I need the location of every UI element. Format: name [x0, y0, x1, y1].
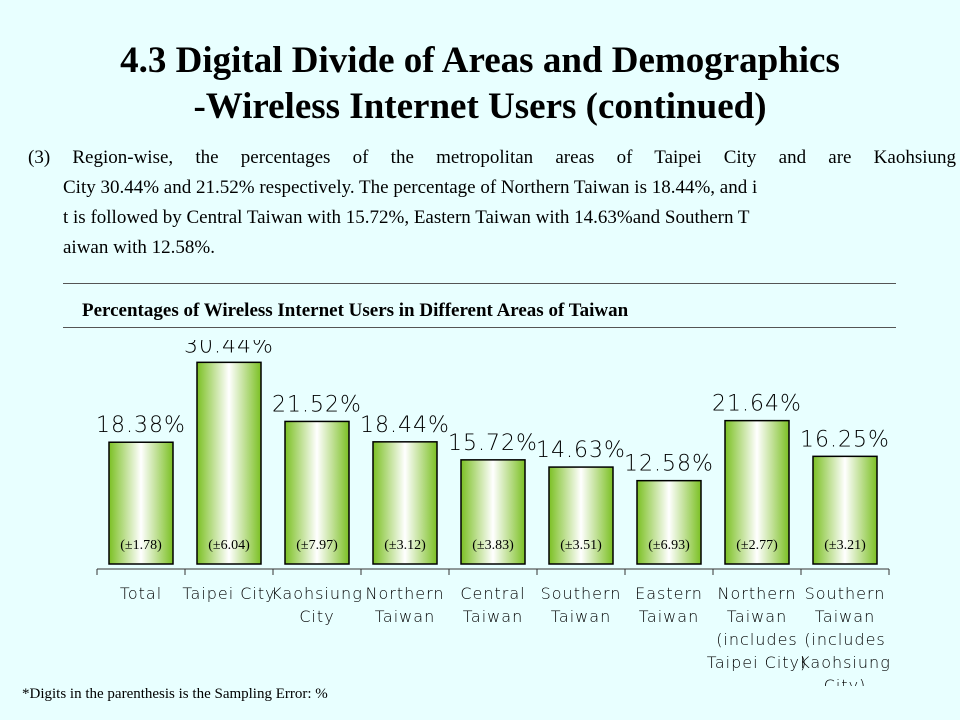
category-label: Southern Taiwan (includes Kaohsiung City) [799, 584, 891, 686]
value-label: 12.58% [624, 452, 714, 477]
sampling-error-label: (±3.21) [824, 538, 866, 553]
value-label: 18.44% [360, 413, 450, 438]
value-label: 14.63% [536, 438, 626, 463]
category-label: Northern Taiwan (includes Taipei City) [707, 584, 808, 672]
bar [812, 455, 878, 565]
title-line-2: -Wireless Internet Users (continued) [193, 86, 767, 127]
value-label: 16.25% [800, 427, 890, 452]
sampling-error-label: (±2.77) [736, 538, 778, 553]
paragraph-line-3: t is followed by Central Taiwan with 15.… [63, 207, 750, 228]
value-label: 30.44% [184, 340, 274, 358]
bar [284, 420, 350, 565]
chart-title: Percentages of Wireless Internet Users i… [82, 300, 629, 321]
bars-group: 18.38% (±1.78) 30.44% (±6.04) 21.52% (±7.97) 1… [96, 340, 890, 565]
bar [196, 361, 262, 565]
bar [724, 419, 790, 565]
divider-top [63, 283, 896, 284]
footnote: *Digits in the parenthesis is the Sampli… [22, 686, 328, 702]
category-label: Taipei City [182, 584, 275, 603]
title-line-1: 4.3 Digital Divide of Areas and Demograp… [120, 40, 840, 81]
category-label: Eastern Taiwan [635, 584, 703, 626]
sampling-error-label: (±6.93) [648, 538, 690, 553]
category-label: Kaohsiung City [271, 584, 363, 626]
x-axis-ticks [96, 569, 890, 575]
bar [108, 441, 174, 565]
sampling-error-label: (±3.83) [472, 538, 514, 553]
bar [460, 459, 526, 565]
paragraph-line-2: City 30.44% and 21.52% respectively. The… [63, 177, 758, 198]
category-label: Northern Taiwan [365, 584, 444, 626]
description-paragraph: (3) Region-wise, the percentages of the … [28, 143, 956, 263]
sampling-error-label: (±3.12) [384, 538, 426, 553]
bar [548, 466, 614, 565]
category-label: Central Taiwan [460, 584, 525, 626]
value-label: 21.52% [272, 392, 362, 417]
sampling-error-label: (±7.97) [296, 538, 338, 553]
bar [636, 479, 702, 565]
value-label: 15.72% [448, 431, 538, 456]
sampling-error-label: (±1.78) [120, 538, 162, 553]
category-label: Southern Taiwan [541, 584, 622, 626]
bar [372, 441, 438, 565]
paragraph-line-4: aiwan with 12.58%. [63, 237, 215, 258]
bar-chart: 18.38% (±1.78) 30.44% (±6.04) 21.52% (±7.97) 1… [96, 340, 891, 686]
value-label: 21.64% [712, 392, 802, 417]
category-label: Total [120, 584, 162, 603]
value-label: 18.38% [96, 413, 186, 438]
page-title: 4.3 Digital Divide of Areas and Demograp… [0, 38, 960, 130]
paragraph-line-1: (3) Region-wise, the percentages of the … [28, 147, 956, 168]
sampling-error-label: (±3.51) [560, 538, 602, 553]
sampling-error-label: (±6.04) [208, 538, 250, 553]
divider-bottom [63, 327, 896, 328]
